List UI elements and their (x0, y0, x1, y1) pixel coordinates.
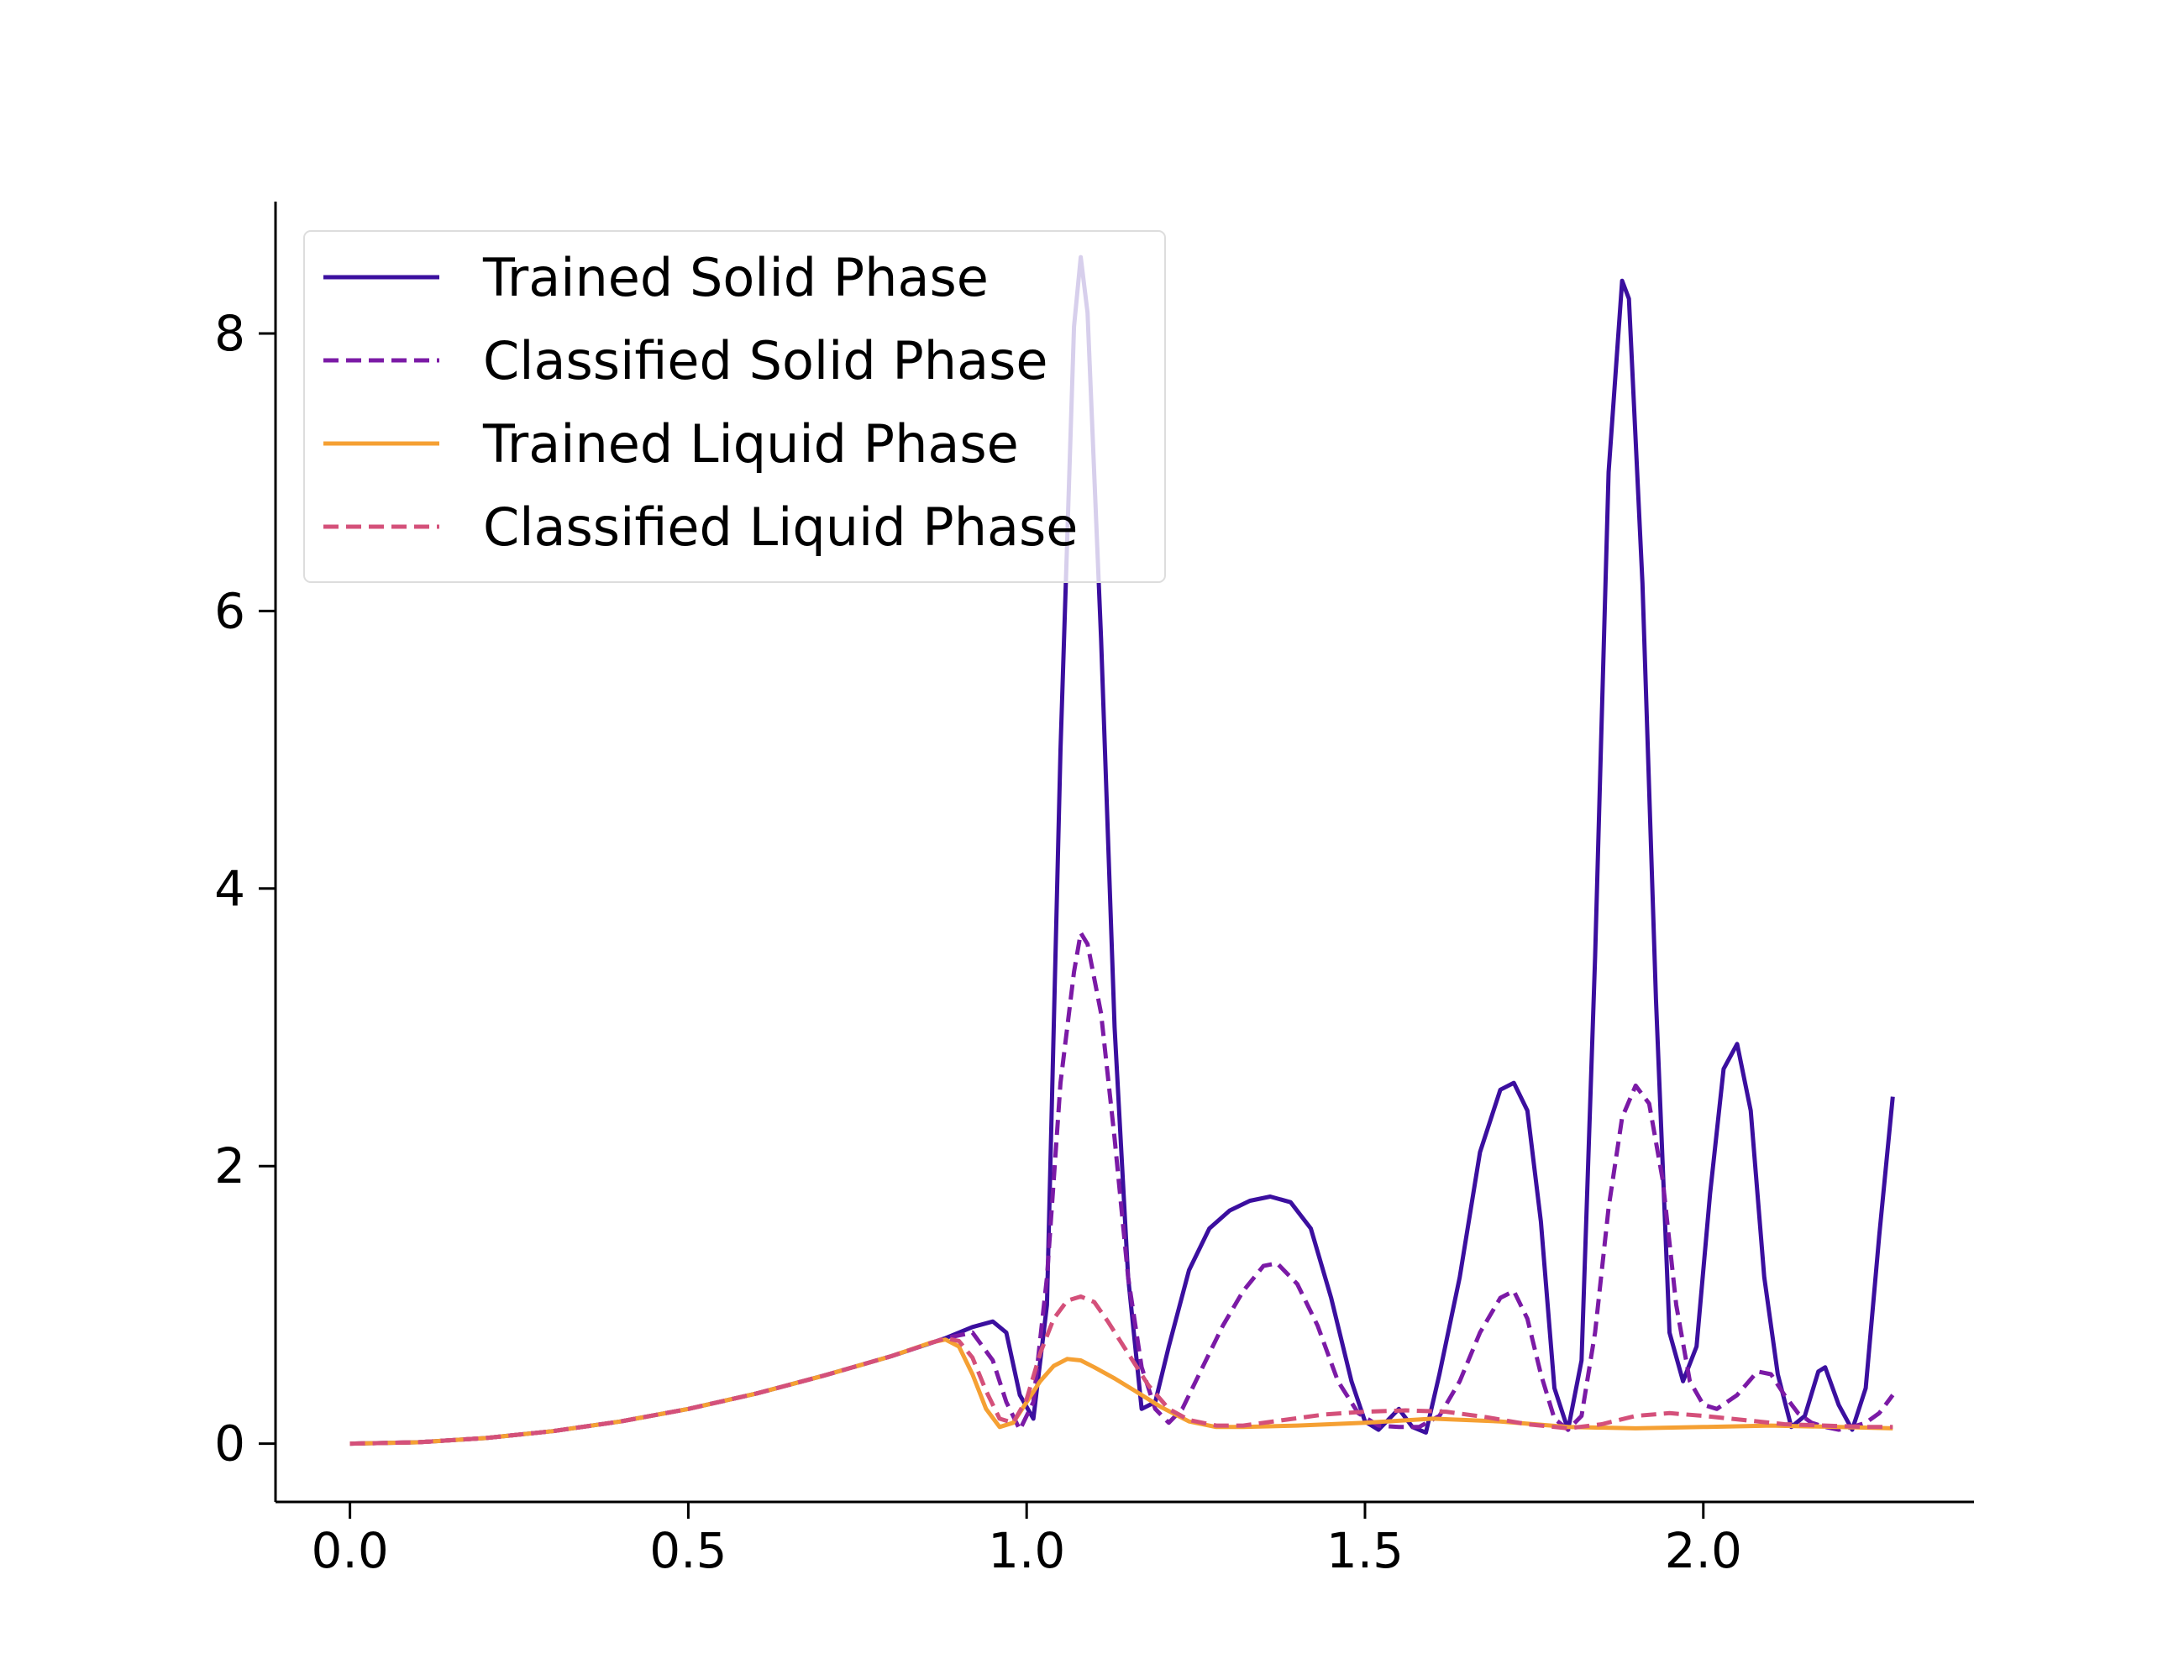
y-tick-label: 4 (214, 860, 245, 917)
legend-label: Classified Liquid Phase (483, 496, 1078, 558)
x-tick-label: 1.5 (1326, 1522, 1404, 1579)
legend: Trained Solid Phase Classified Solid Phas… (303, 230, 1166, 583)
series-line-2 (349, 931, 1895, 1446)
legend-label: Classified Solid Phase (483, 330, 1048, 391)
legend-box (303, 230, 1166, 583)
axes-layer: 0.0 0.5 1.0 1.5 2.0 0 2 4 6 8 (214, 202, 1974, 1579)
series-line-4 (349, 1294, 1893, 1446)
x-tick-label: 1.0 (988, 1522, 1065, 1579)
x-tick-label: 0.5 (649, 1522, 727, 1579)
x-tick-label: 2.0 (1665, 1522, 1742, 1579)
y-tick-label: 8 (214, 305, 245, 362)
y-tick-label: 2 (214, 1137, 245, 1194)
x-tick-label: 0.0 (311, 1522, 388, 1579)
legend-label: Trained Solid Phase (482, 247, 989, 308)
series-layer (349, 255, 1895, 1446)
y-tick-label: 0 (214, 1415, 245, 1473)
legend-label: Trained Liquid Phase (482, 413, 1019, 475)
y-tick-label: 6 (214, 582, 245, 639)
